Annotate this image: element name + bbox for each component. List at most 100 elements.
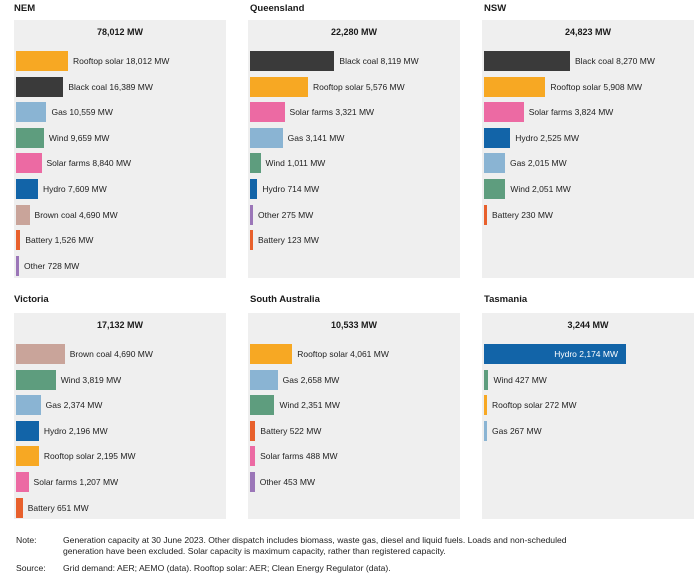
nem-bar-row-solar-farms: Solar farms 8,840 MW xyxy=(16,153,222,174)
nsw-bar-wind xyxy=(484,179,506,199)
nem-bar-label-black-coal: Black coal 16,389 MW xyxy=(68,81,153,92)
south-australia-bar-label-gas: Gas 2,658 MW xyxy=(282,374,340,385)
nem-chart-panel: 78,012 MW Rooftop solar 18,012 MW Black co… xyxy=(14,20,226,278)
victoria-chart-panel: 17,132 MW Brown coal 4,690 MW Wind 3,819 M… xyxy=(14,313,226,519)
nem-bar-label-hydro: Hydro 7,609 MW xyxy=(42,184,107,194)
nsw-bar-row-battery: Battery 230 MW xyxy=(484,204,690,225)
victoria-bar-row-brown-coal: Brown coal 4,690 MW xyxy=(16,344,222,364)
nsw-bar-row-rooftop-solar: Rooftop solar 5,908 MW xyxy=(484,76,690,97)
tasmania-bar-row-gas: Gas 267 MW xyxy=(484,420,690,441)
nem-bar-other xyxy=(16,255,19,276)
victoria-bar-label-brown-coal: Brown coal 4,690 MW xyxy=(69,349,153,359)
tasmania-chart-panel: 3,244 MW Hydro 2,174 MW Wind 427 MW Rooftop… xyxy=(482,313,694,519)
nsw-bar-label-gas: Gas 2,015 MW xyxy=(509,158,567,169)
victoria-bar-label-solar-farms: Solar farms 1,207 MW xyxy=(33,477,119,487)
nem-bar-row-gas: Gas 10,559 MW xyxy=(16,102,222,123)
nsw-bar-battery xyxy=(484,204,487,225)
tasmania-region-title: Tasmania xyxy=(484,294,528,305)
nem-bar-row-brown-coal: Brown coal 4,690 MW xyxy=(16,204,222,225)
south-australia-bar-solar-farms xyxy=(250,446,256,467)
queensland-total-label: 22,280 MW xyxy=(330,27,378,37)
south-australia-bar-other xyxy=(250,472,255,492)
nem-bar-row-battery: Battery 1,526 MW xyxy=(16,230,222,251)
tasmania-total-label: 3,244 MW xyxy=(567,320,609,330)
tasmania-bar-row-hydro: Hydro 2,174 MW xyxy=(484,344,690,364)
queensland-bar-label-other: Other 275 MW xyxy=(258,209,314,220)
victoria-bar-row-gas: Gas 2,374 MW xyxy=(16,395,222,416)
tasmania-bar-row-rooftop-solar: Rooftop solar 272 MW xyxy=(484,395,690,416)
nsw-bar-label-rooftop-solar: Rooftop solar 5,908 MW xyxy=(550,81,643,92)
tasmania-bar-label-gas: Gas 267 MW xyxy=(492,425,542,436)
victoria-bar-row-solar-farms: Solar farms 1,207 MW xyxy=(16,472,222,492)
nsw-bar-label-black-coal: Black coal 8,270 MW xyxy=(575,56,655,66)
queensland-bar-label-gas: Gas 3,141 MW xyxy=(287,132,345,143)
victoria-bar-hydro xyxy=(16,420,39,441)
south-australia-bar-battery xyxy=(250,420,256,441)
south-australia-bar-label-other: Other 453 MW xyxy=(259,477,315,487)
note-line-2: generation have been excluded. Solar cap… xyxy=(63,546,446,556)
nsw-bar-label-solar-farms: Solar farms 3,824 MW xyxy=(528,107,614,118)
nem-bar-wind xyxy=(16,127,44,148)
south-australia-chart-panel: 10,533 MW Rooftop solar 4,061 MW Gas 2,658… xyxy=(248,313,460,519)
queensland-bar-row-rooftop-solar: Rooftop solar 5,576 MW xyxy=(250,76,456,97)
queensland-bar-row-wind: Wind 1,011 MW xyxy=(250,153,456,174)
victoria-bar-rooftop-solar xyxy=(16,446,39,467)
tasmania-bar-label-hydro: Hydro 2,174 MW xyxy=(554,349,618,359)
tasmania-bar-rooftop-solar xyxy=(484,395,487,416)
nem-bar-row-hydro: Hydro 7,609 MW xyxy=(16,179,222,199)
victoria-bar-solar-farms xyxy=(16,472,29,492)
queensland-bar-row-other: Other 275 MW xyxy=(250,204,456,225)
nsw-bar-label-wind: Wind 2,051 MW xyxy=(510,184,571,194)
queensland-bar-hydro xyxy=(250,179,258,199)
south-australia-bar-label-solar-farms: Solar farms 488 MW xyxy=(260,451,338,462)
nem-bar-label-rooftop-solar: Rooftop solar 18,012 MW xyxy=(73,56,170,66)
south-australia-bar-row-gas: Gas 2,658 MW xyxy=(250,369,456,390)
nem-bar-row-black-coal: Black coal 16,389 MW xyxy=(16,76,222,97)
nem-bar-hydro xyxy=(16,179,38,199)
tasmania-bar-row-wind: Wind 427 MW xyxy=(484,369,690,390)
nsw-bar-row-gas: Gas 2,015 MW xyxy=(484,153,690,174)
nem-bar-rooftop-solar xyxy=(16,51,68,71)
queensland-bar-gas xyxy=(250,127,283,148)
nsw-chart-panel: 24,823 MW Black coal 8,270 MW Rooftop sola… xyxy=(482,20,694,278)
south-australia-bar-row-solar-farms: Solar farms 488 MW xyxy=(250,446,456,467)
queensland-bar-battery xyxy=(250,230,253,251)
tasmania-bar-gas xyxy=(484,420,487,441)
victoria-bar-battery xyxy=(16,497,23,518)
queensland-bar-row-solar-farms: Solar farms 3,321 MW xyxy=(250,102,456,123)
queensland-bar-label-rooftop-solar: Rooftop solar 5,576 MW xyxy=(312,81,405,92)
victoria-total-label: 17,132 MW xyxy=(96,320,144,330)
nem-region-title: NEM xyxy=(14,3,36,14)
nsw-bar-rooftop-solar xyxy=(484,76,546,97)
victoria-bar-label-battery: Battery 651 MW xyxy=(27,502,89,513)
queensland-bar-wind xyxy=(250,153,261,174)
nem-bar-label-wind: Wind 9,659 MW xyxy=(48,132,110,143)
queensland-bar-other xyxy=(250,204,253,225)
nem-bar-solar-farms xyxy=(16,153,42,174)
note-line-1: Generation capacity at 30 June 2023. Oth… xyxy=(63,535,567,545)
victoria-bar-label-hydro: Hydro 2,196 MW xyxy=(43,425,108,436)
queensland-bar-label-solar-farms: Solar farms 3,321 MW xyxy=(289,107,375,118)
nem-bar-label-gas: Gas 10,559 MW xyxy=(51,107,113,118)
queensland-bar-label-wind: Wind 1,011 MW xyxy=(265,158,326,169)
south-australia-region-title: South Australia xyxy=(250,294,320,305)
nem-bar-brown-coal xyxy=(16,204,30,225)
nsw-bar-label-battery: Battery 230 MW xyxy=(492,209,553,220)
queensland-bar-row-hydro: Hydro 714 MW xyxy=(250,179,456,199)
south-australia-bar-label-wind: Wind 2,351 MW xyxy=(279,400,340,411)
nem-bar-row-other: Other 728 MW xyxy=(16,255,222,276)
victoria-bar-label-wind: Wind 3,819 MW xyxy=(60,374,122,385)
victoria-bar-label-rooftop-solar: Rooftop solar 2,195 MW xyxy=(43,451,136,462)
south-australia-bar-gas xyxy=(250,369,278,390)
queensland-bar-row-black-coal: Black coal 8,119 MW xyxy=(250,51,456,71)
nem-bar-label-battery: Battery 1,526 MW xyxy=(25,235,94,246)
victoria-region-title: Victoria xyxy=(14,294,49,305)
note-block: Note: Generation capacity at 30 June 202… xyxy=(16,535,676,559)
tasmania-bar-hydro xyxy=(484,344,626,364)
south-australia-bar-row-rooftop-solar: Rooftop solar 4,061 MW xyxy=(250,344,456,364)
victoria-bar-row-battery: Battery 651 MW xyxy=(16,497,222,518)
tasmania-bar-label-rooftop-solar: Rooftop solar 272 MW xyxy=(492,400,577,411)
queensland-bar-label-hydro: Hydro 714 MW xyxy=(262,184,320,194)
source-label: Source: xyxy=(16,563,46,573)
queensland-bar-rooftop-solar xyxy=(250,76,308,97)
